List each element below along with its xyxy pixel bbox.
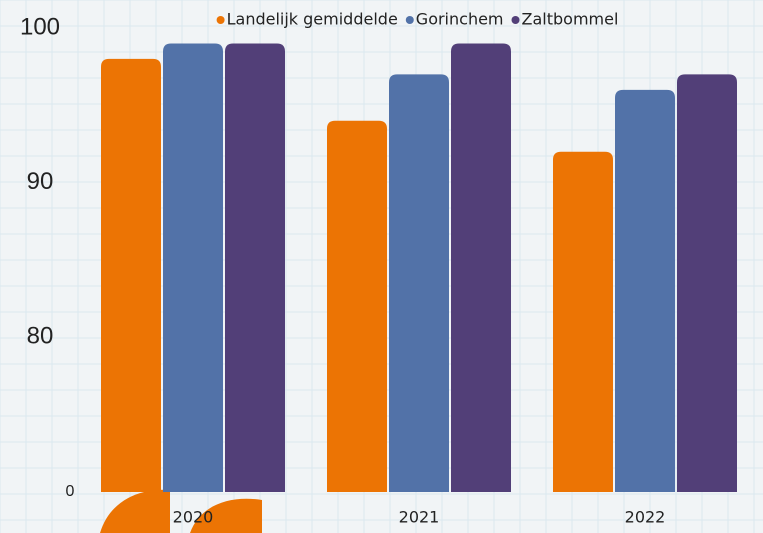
bar <box>101 59 161 492</box>
bar <box>677 74 737 492</box>
legend-item: Gorinchem <box>406 10 504 29</box>
bar <box>389 74 449 492</box>
chart: 0 80 90 100 2020 2021 2022 Landelijk gemiddelde… <box>0 0 763 533</box>
legend-marker <box>217 16 225 24</box>
legend-label: Landelijk gemiddelde <box>227 10 398 29</box>
bar <box>451 43 511 492</box>
y-tick-label: 100 <box>20 13 60 40</box>
x-tick-label: 2020 <box>173 508 214 527</box>
bar <box>225 43 285 492</box>
bar <box>615 90 675 492</box>
legend-marker <box>406 16 414 24</box>
legend-item: Zaltbommel <box>512 10 619 29</box>
y-tick-label: 0 <box>66 483 75 500</box>
y-tick-label: 80 <box>27 323 54 350</box>
y-tick-label: 90 <box>27 168 54 195</box>
bar <box>163 43 223 492</box>
bar <box>553 152 613 492</box>
x-tick-label: 2022 <box>625 508 666 527</box>
legend-item: Landelijk gemiddelde <box>217 10 398 29</box>
x-tick-label: 2021 <box>399 508 440 527</box>
legend-marker <box>512 16 520 24</box>
legend-label: Gorinchem <box>416 10 504 29</box>
bar <box>327 121 387 492</box>
legend-label: Zaltbommel <box>522 10 619 29</box>
